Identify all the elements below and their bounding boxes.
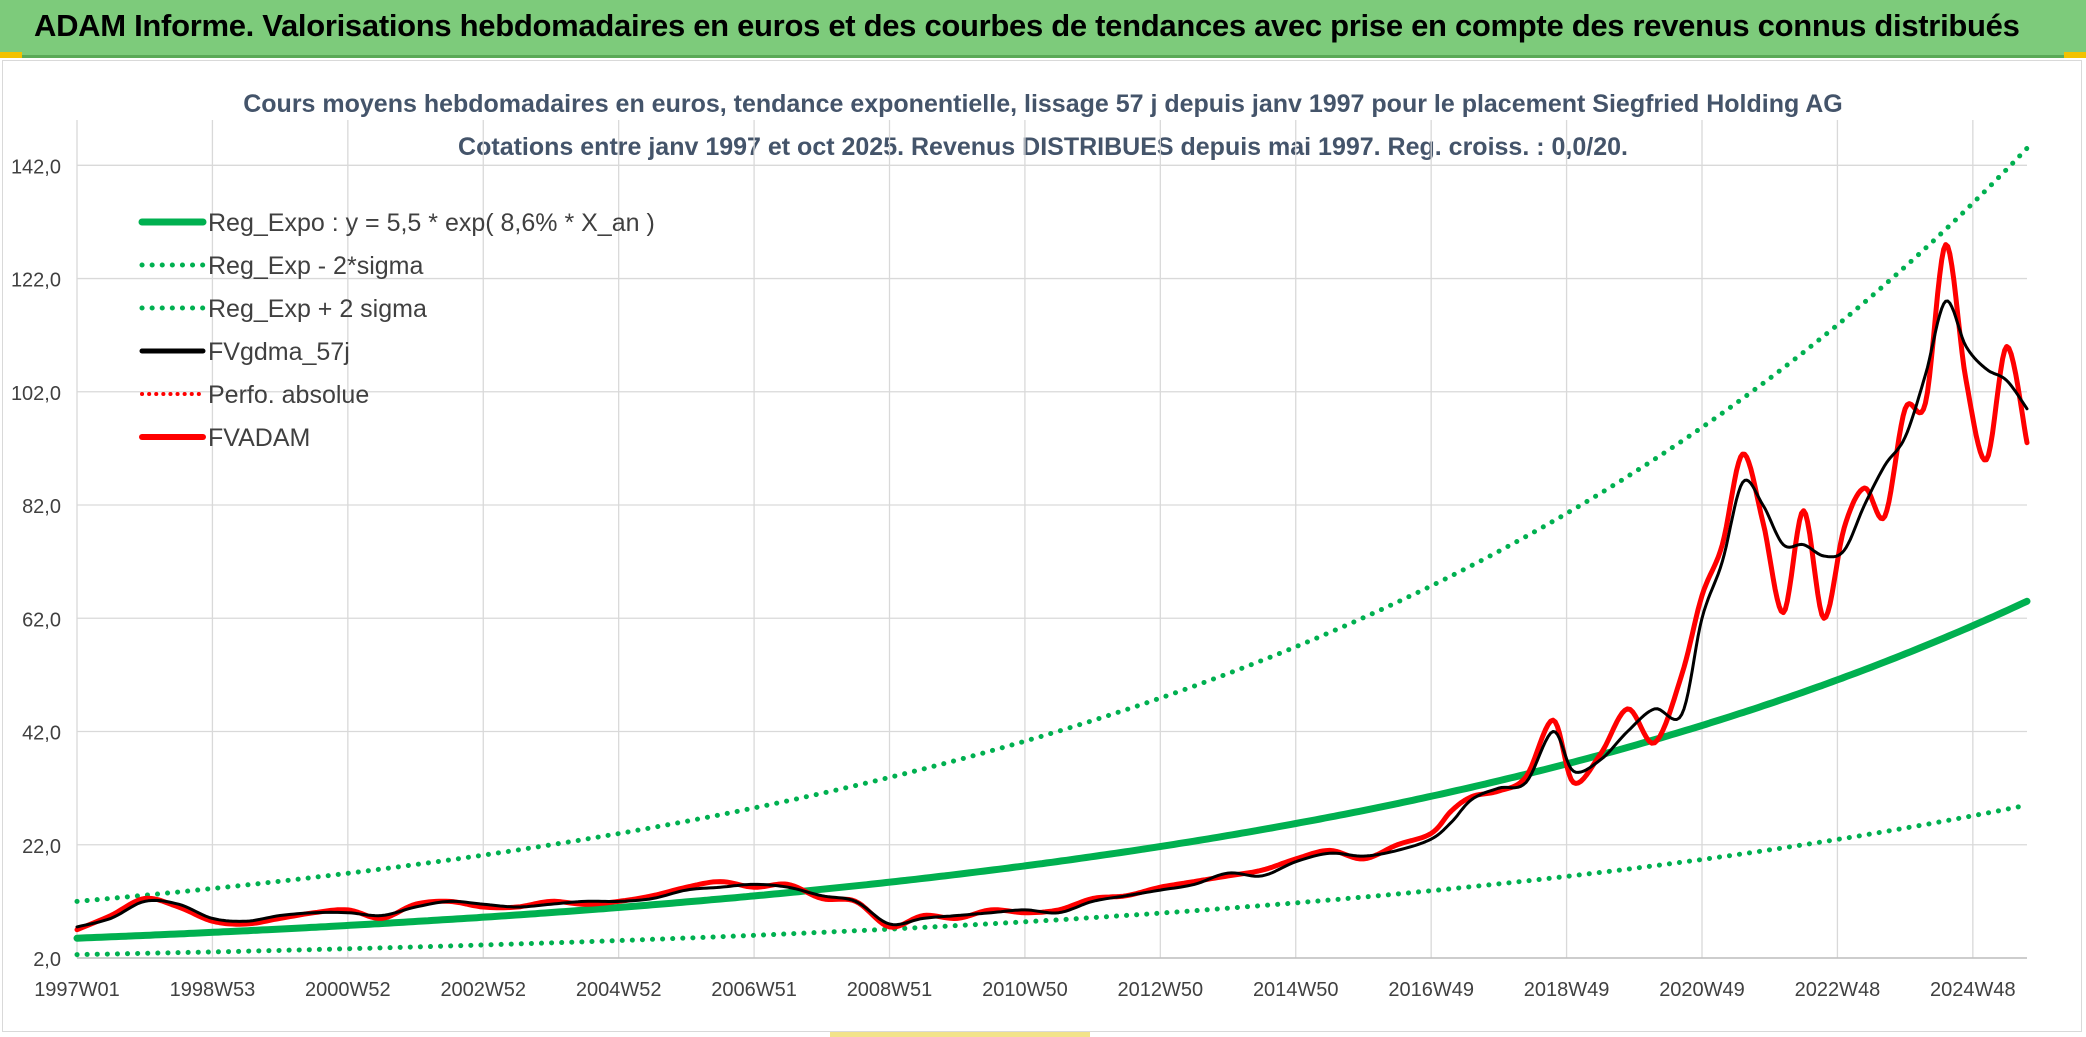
x-tick-label: 2024W48 <box>1930 979 2016 1001</box>
legend-item-fvadam[interactable]: FVADAM <box>139 424 310 452</box>
reg-expo-line <box>73 597 2031 942</box>
legend-label: Reg_Expo : y = 5,5 * exp( 8,6% * X_an ) <box>208 209 655 237</box>
legend-label: FVgdma_57j <box>208 338 350 366</box>
x-tick-label: 2008W51 <box>847 979 933 1001</box>
y-tick-label: 62,0 <box>22 609 61 631</box>
legend-item-reg-minus-2sigma[interactable]: Reg_Exp - 2*sigma <box>139 252 423 280</box>
x-tick-label: 2000W52 <box>305 979 391 1001</box>
reg-plus-2sigma-line <box>74 145 2030 904</box>
bottom-accent <box>830 1032 1090 1037</box>
grid-lines <box>76 120 2027 959</box>
legend-label: Reg_Exp + 2 sigma <box>208 295 427 323</box>
y-tick-label: 82,0 <box>22 496 61 518</box>
y-tick-label: 22,0 <box>22 836 61 858</box>
x-tick-label: 2014W50 <box>1253 979 1339 1001</box>
report-title: ADAM Informe. Valorisations hebdomadaire… <box>34 8 2020 43</box>
fvgdma-57j-line <box>75 299 2029 929</box>
legend-label: Reg_Exp - 2*sigma <box>208 252 423 280</box>
header-accent-left <box>0 52 22 58</box>
reg-minus-2sigma-line <box>74 802 2030 958</box>
chart-frame <box>2 60 2082 1032</box>
legend-item-reg-plus-2sigma[interactable]: Reg_Exp + 2 sigma <box>139 295 427 323</box>
y-tick-label: 102,0 <box>11 383 61 405</box>
header-accent-right <box>2064 52 2086 58</box>
axis-labels: 2,0 22,0 42,0 62,0 82,0 102,0 122,0 142,0 1997W0… <box>11 156 2016 1001</box>
x-tick-label: 1997W01 <box>34 979 120 1001</box>
y-tick-label: 2,0 <box>33 949 61 971</box>
report-header: ADAM Informe. Valorisations hebdomadaire… <box>0 0 2086 58</box>
x-tick-label: 2002W52 <box>440 979 526 1001</box>
x-tick-label: 2022W48 <box>1795 979 1881 1001</box>
x-tick-label: 2016W49 <box>1388 979 1474 1001</box>
legend-label: FVADAM <box>208 424 310 452</box>
fvadam-line <box>74 242 2030 933</box>
series-lines <box>73 145 2031 958</box>
x-tick-label: 2010W50 <box>982 979 1068 1001</box>
chart-title: Cours moyens hebdomadaires en euros, ten… <box>243 90 1843 118</box>
legend-item-reg-expo[interactable]: Reg_Expo : y = 5,5 * exp( 8,6% * X_an ) <box>138 209 655 237</box>
x-tick-label: 2020W49 <box>1659 979 1745 1001</box>
x-tick-label: 2012W50 <box>1118 979 1204 1001</box>
x-tick-label: 2004W52 <box>576 979 662 1001</box>
legend-item-perfo-absolue[interactable]: Perfo. absolue <box>140 381 369 409</box>
y-tick-label: 142,0 <box>11 156 61 178</box>
x-tick-label: 2018W49 <box>1524 979 1610 1001</box>
legend-item-fvgdma-57j[interactable]: FVgdma_57j <box>139 338 350 366</box>
chart-legend: Reg_Expo : y = 5,5 * exp( 8,6% * X_an ) R… <box>138 209 655 452</box>
y-tick-label: 42,0 <box>22 723 61 745</box>
y-tick-label: 122,0 <box>11 270 61 292</box>
x-tick-label: 1998W53 <box>170 979 256 1001</box>
chart-subtitle: Cotations entre janv 1997 et oct 2025. R… <box>458 133 1628 161</box>
legend-label: Perfo. absolue <box>208 381 369 409</box>
x-tick-label: 2006W51 <box>711 979 797 1001</box>
